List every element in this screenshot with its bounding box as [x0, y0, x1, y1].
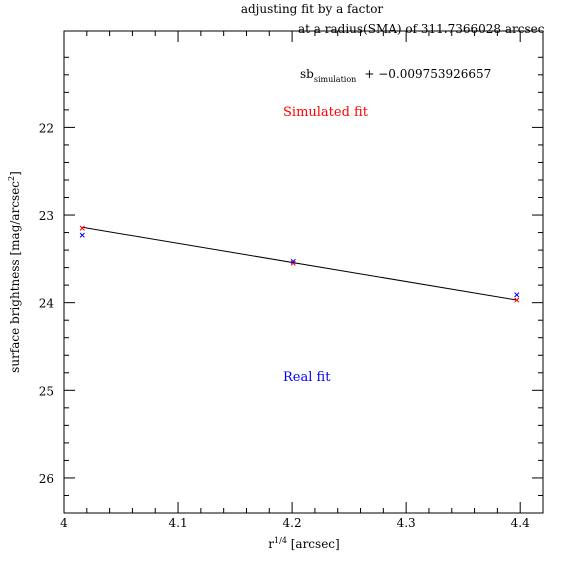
- sb-annotation-base: sb: [300, 67, 314, 81]
- x-axis-label: r1/4 [arcsec]: [268, 536, 339, 551]
- fit-line: [82, 226, 517, 301]
- plot-frame: [63, 30, 544, 514]
- sb-annotation: sbsimulation + −0.009753926657: [300, 67, 491, 84]
- chart-title: adjusting fit by a factor: [241, 2, 384, 16]
- y-tick-label: 25: [39, 384, 54, 398]
- y-tick-label: 22: [39, 121, 54, 135]
- sb-annotation-rest: + −0.009753926657: [364, 67, 491, 81]
- y-axis-label-base: surface brightness [mag/arcsec: [8, 181, 22, 373]
- x-tick-label: 4.3: [397, 516, 416, 530]
- simulated-fit-point: [514, 297, 520, 303]
- x-tick-label: 4.1: [169, 516, 188, 530]
- x-axis-label-base: r: [268, 537, 274, 551]
- y-axis-label-sup: 2: [7, 176, 16, 181]
- real-fit-point: [514, 292, 520, 298]
- x-axis-label-rest: [arcsec]: [287, 537, 340, 551]
- real-fit-point: [79, 232, 85, 238]
- x-tick-label: 4.2: [283, 516, 302, 530]
- simulated-fit-point: [79, 225, 85, 231]
- simulated-fit-point: [290, 260, 296, 266]
- real-fit-label: Real fit: [283, 370, 331, 385]
- y-axis-label: surface brightness [mag/arcsec2]: [7, 171, 22, 373]
- x-axis-label-sup: 1/4: [274, 536, 287, 545]
- y-tick-label: 24: [39, 297, 55, 311]
- y-axis-label-rest: ]: [8, 171, 22, 176]
- y-tick-label: 26: [39, 472, 54, 486]
- sb-annotation-sub: simulation: [314, 75, 356, 84]
- x-tick-label: 4.4: [511, 516, 530, 530]
- x-tick-label: 4: [60, 516, 68, 530]
- real-fit-point: [290, 258, 296, 265]
- axis-ticks: 4 4.1 4.2 4.3 4.4 22 23 24 25 26: [39, 31, 544, 530]
- chart-subtitle: at a radius(SMA) of 311.7366028 arcsec: [298, 22, 545, 36]
- y-tick-label: 23: [39, 209, 54, 223]
- simulated-fit-label: Simulated fit: [283, 105, 369, 120]
- chart-marks: [79, 225, 520, 303]
